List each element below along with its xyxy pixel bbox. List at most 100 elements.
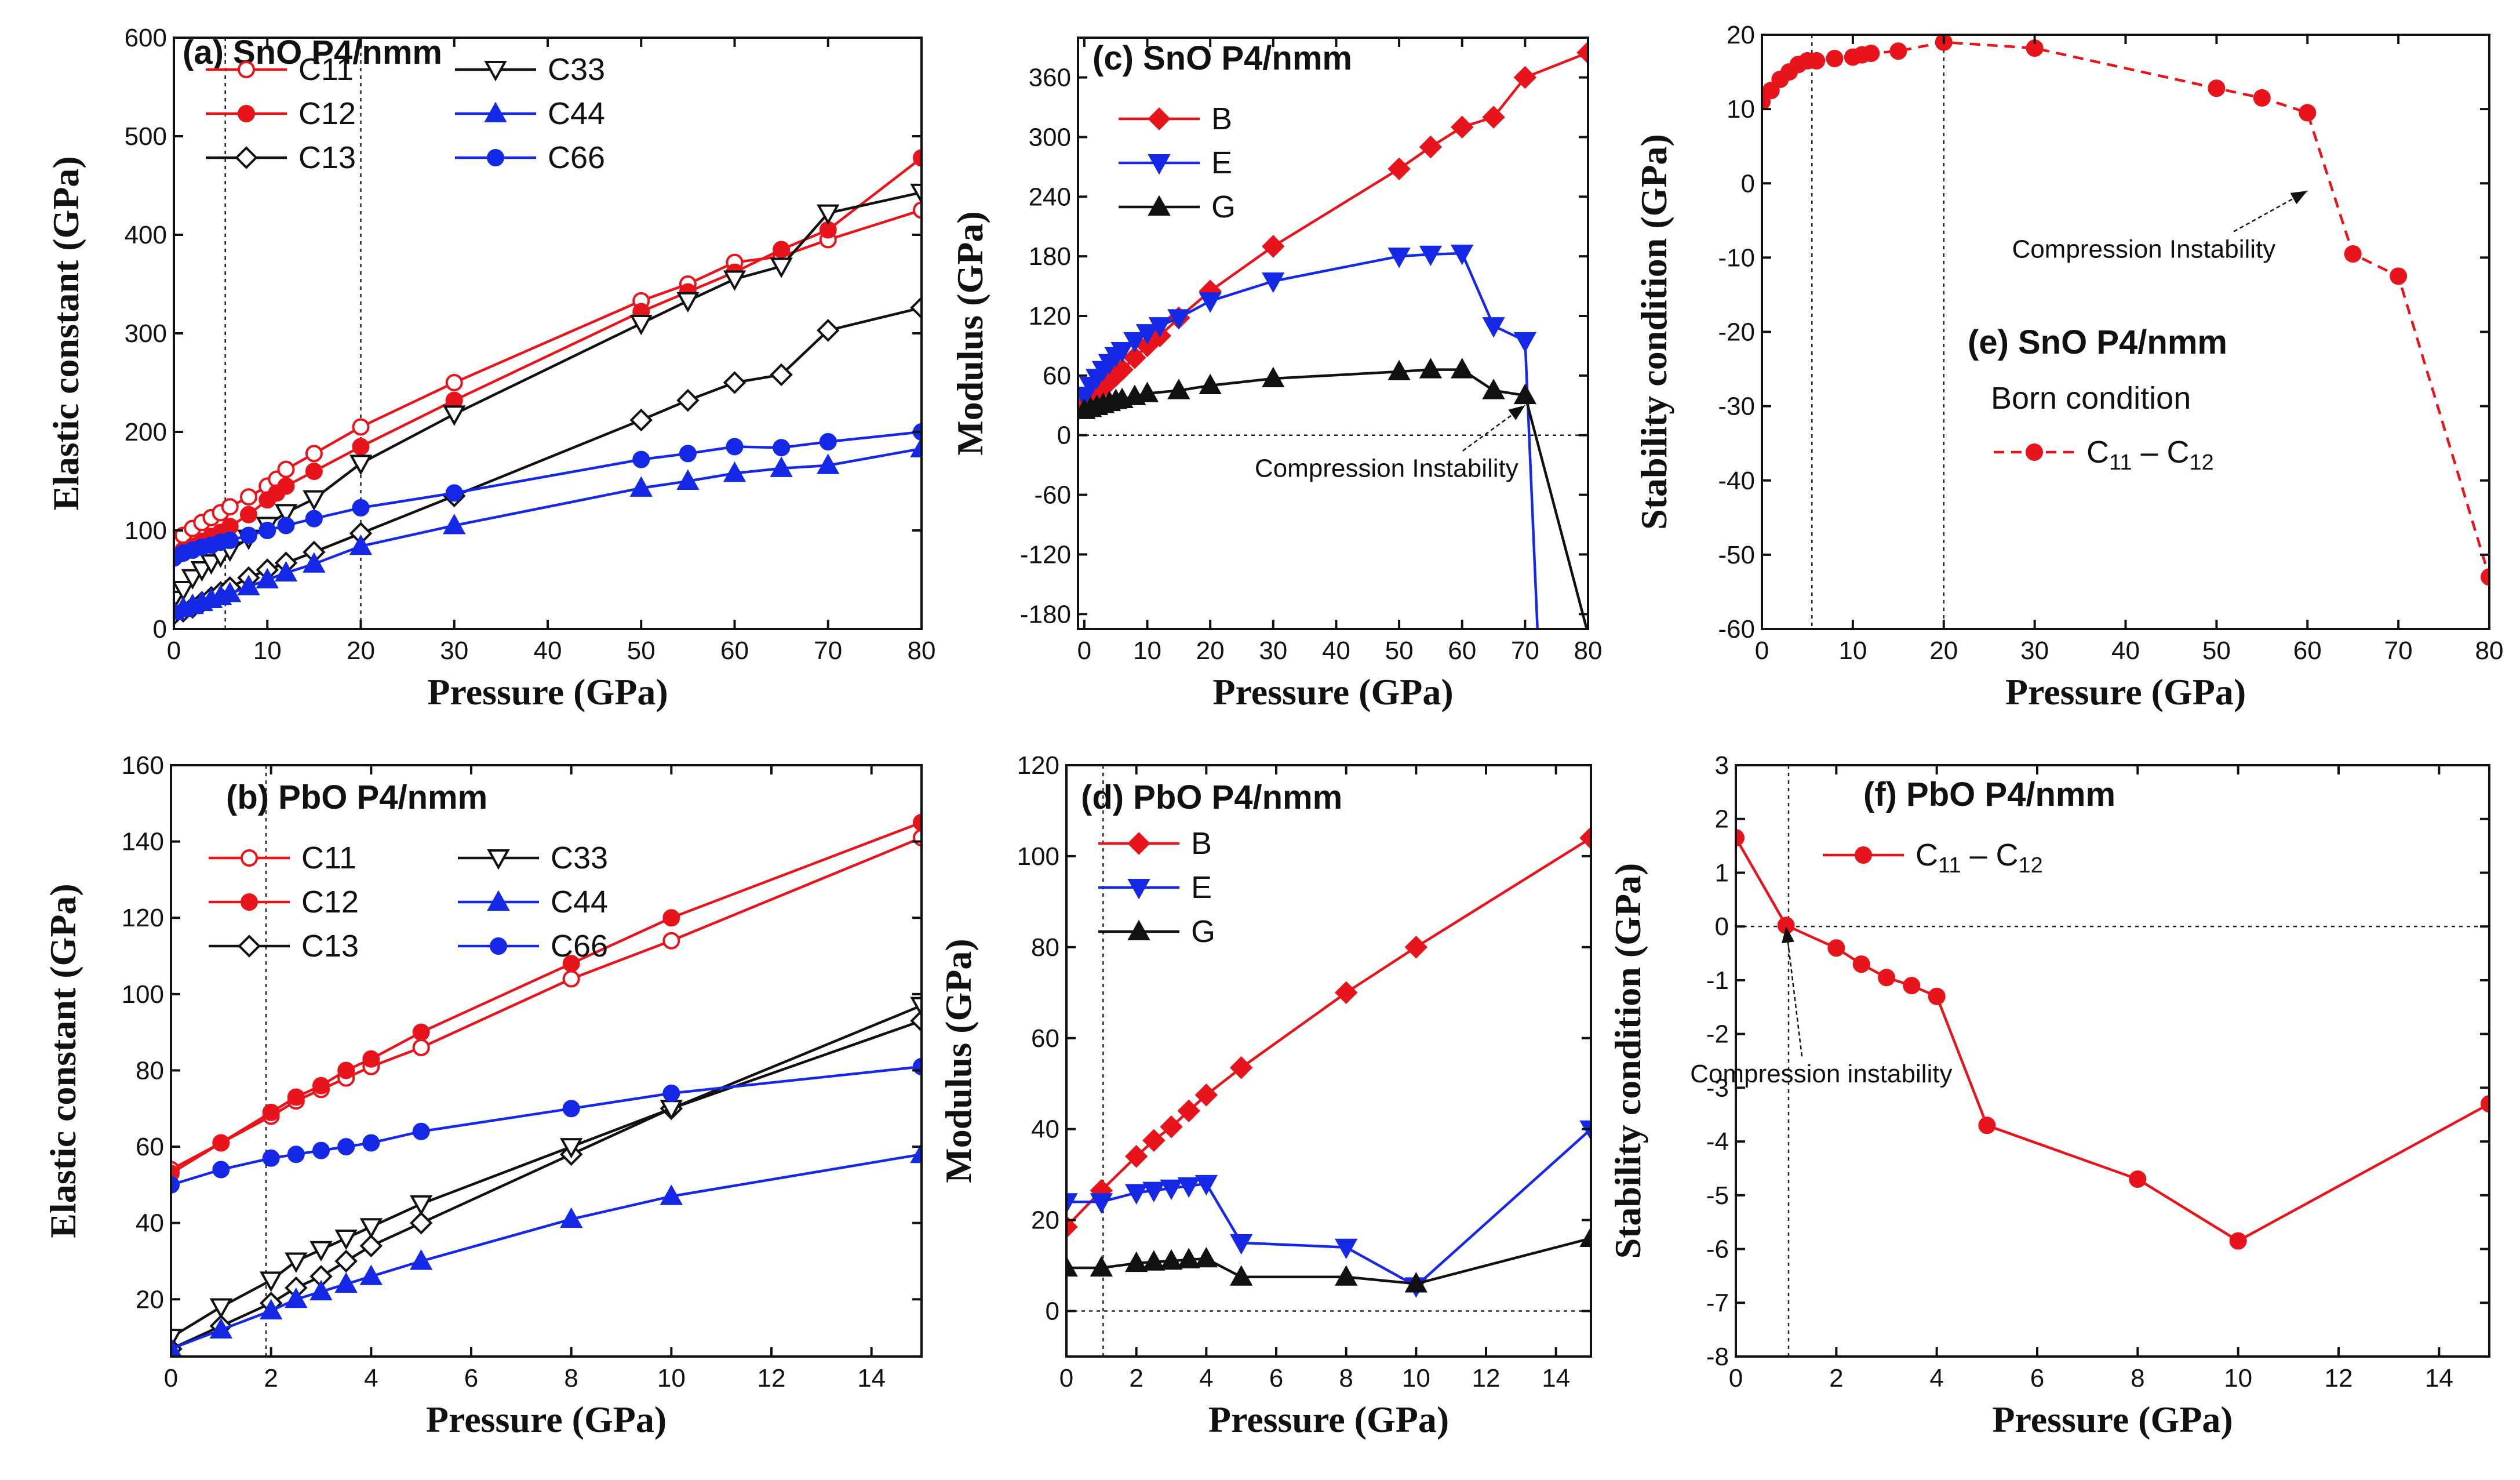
data-point	[1928, 987, 1946, 1005]
legend-item: C11 – C12	[1994, 435, 2214, 475]
data-point	[349, 454, 373, 475]
legend-label: E	[1191, 870, 1212, 905]
x-tick-label: 0	[1729, 1364, 1743, 1392]
y-tick-label: -2	[1706, 1020, 1729, 1049]
legend-marker	[487, 849, 510, 870]
data-point	[2129, 1170, 2147, 1188]
data-point	[1335, 1265, 1358, 1286]
data-point	[562, 1100, 580, 1118]
data-point	[256, 568, 279, 588]
plot-area	[174, 149, 922, 626]
data-point	[445, 484, 463, 502]
data-point	[1125, 1251, 1148, 1272]
annotation-arrowhead	[2290, 191, 2308, 205]
data-point	[1125, 1184, 1148, 1205]
data-point	[1160, 1249, 1183, 1270]
y-tick-label: -30	[1718, 392, 1755, 421]
panel-title: (e) SnO P4/nmm	[1968, 323, 2227, 361]
legend-item: C13	[206, 140, 356, 175]
legend-item: C13	[209, 929, 359, 963]
data-point	[174, 581, 195, 602]
data-point	[1195, 1174, 1218, 1196]
x-tick-label: 4	[1199, 1364, 1213, 1392]
x-tick-label: 2	[1829, 1364, 1843, 1392]
data-point	[1450, 115, 1474, 139]
legend-marker	[238, 105, 255, 122]
y-tick-label: 500	[125, 122, 167, 151]
x-tick-label: 70	[2384, 637, 2413, 665]
data-point	[312, 1077, 330, 1094]
legend-label: C33	[551, 841, 608, 875]
x-tick-label: 6	[2030, 1364, 2044, 1392]
data-point	[1513, 383, 1537, 405]
y-tick-label: 160	[122, 751, 164, 780]
legend-label: C11	[298, 52, 354, 87]
legend: BEG	[1119, 101, 1236, 224]
legend-label: G	[1191, 914, 1215, 949]
panel-subtitle: Born condition	[1991, 381, 2191, 416]
data-point	[1579, 1226, 1591, 1247]
data-point	[910, 183, 922, 205]
legend-item: G	[1119, 190, 1236, 224]
x-axis-title: Pressure (GPa)	[1208, 1399, 1449, 1440]
y-tick-label: 100	[122, 980, 164, 1009]
data-point	[274, 504, 298, 525]
data-point	[412, 1023, 430, 1041]
legend-marker	[1148, 107, 1171, 130]
data-point	[260, 1299, 283, 1320]
plot-frame	[170, 764, 923, 1358]
data-point	[359, 1264, 383, 1285]
legend-item: C11	[209, 841, 356, 875]
data-point	[1066, 1193, 1078, 1214]
y-tick-label: 60	[1031, 1024, 1059, 1053]
x-tick-label: 14	[1542, 1364, 1570, 1392]
series-b	[1066, 826, 1591, 1239]
legend-label: C66	[548, 140, 605, 175]
data-point	[262, 1149, 280, 1167]
data-point	[1388, 248, 1411, 268]
data-point	[258, 522, 276, 539]
legend-marker	[1127, 832, 1150, 855]
data-point	[1066, 1256, 1078, 1277]
y-tick-label: 240	[1029, 183, 1071, 211]
data-point	[770, 257, 793, 278]
data-point	[817, 319, 840, 342]
series-c11	[174, 201, 922, 554]
legend-label: C44	[548, 96, 605, 131]
y-tick-label: 60	[1043, 362, 1071, 390]
reference-lines	[1066, 765, 1591, 1357]
data-point	[412, 1038, 430, 1056]
data-point	[337, 1138, 355, 1156]
data-point	[1199, 373, 1222, 394]
legend-item: C11	[206, 52, 354, 87]
legend-marker	[1127, 879, 1150, 900]
x-tick-label: 6	[1269, 1364, 1283, 1392]
panel-title: (c) SnO P4/nmm	[1093, 39, 1352, 77]
data-point	[240, 506, 257, 523]
data-point	[2481, 568, 2489, 586]
data-point	[305, 445, 323, 463]
data-point	[910, 1142, 922, 1163]
y-tick-label: 100	[125, 517, 167, 545]
data-point	[285, 1287, 308, 1308]
legend-item: C66	[458, 929, 608, 963]
x-tick-label: 4	[1929, 1364, 1943, 1392]
x-tick-label: 50	[1385, 637, 1414, 665]
data-point	[1160, 1179, 1183, 1201]
legend-marker	[1127, 919, 1150, 940]
x-tick-label: 8	[1339, 1364, 1353, 1392]
data-point	[1123, 346, 1146, 369]
data-point	[1482, 379, 1505, 399]
data-point	[1177, 1248, 1200, 1268]
data-point	[240, 526, 257, 544]
data-point	[773, 439, 791, 457]
data-point	[910, 437, 922, 457]
data-point	[1404, 936, 1428, 959]
y-tick-label: -3	[1706, 1074, 1729, 1102]
data-point	[726, 438, 744, 456]
x-tick-label: 60	[2293, 637, 2322, 665]
legend-marker	[490, 937, 507, 955]
x-tick-label: 10	[657, 1364, 686, 1392]
